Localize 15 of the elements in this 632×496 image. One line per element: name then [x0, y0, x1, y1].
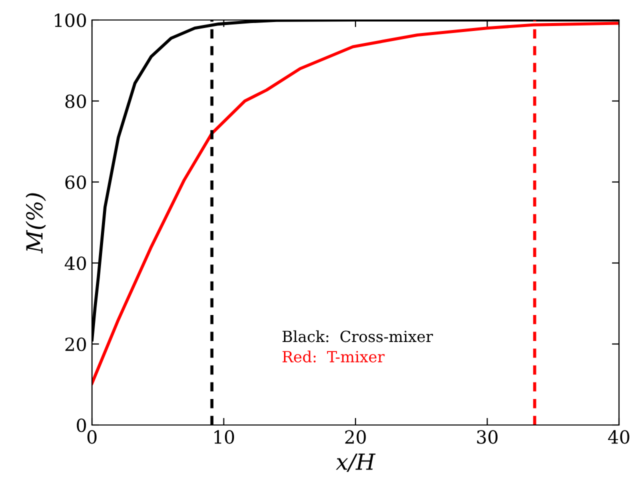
annotation: Black: Cross-mixer [282, 330, 433, 342]
y-tick-label: 0 [76, 418, 86, 432]
annotation: Red: T-mixer [282, 350, 385, 362]
y-tick-label: 20 [65, 337, 86, 352]
y-tick-label: 60 [65, 175, 86, 190]
x-tick-label: 40 [608, 430, 630, 444]
y-axis-title: M(%) [26, 193, 46, 254]
x-tick-label: 10 [214, 430, 234, 444]
x-tick-label: 30 [477, 430, 498, 444]
y-tick-label: 80 [65, 94, 86, 108]
x-tick-label: 0 [87, 430, 97, 444]
y-tick-label: 100 [54, 13, 86, 28]
x-axis-title: x/H [336, 454, 376, 472]
x-tick-label: 20 [345, 430, 366, 444]
y-tick-label: 40 [64, 256, 86, 270]
